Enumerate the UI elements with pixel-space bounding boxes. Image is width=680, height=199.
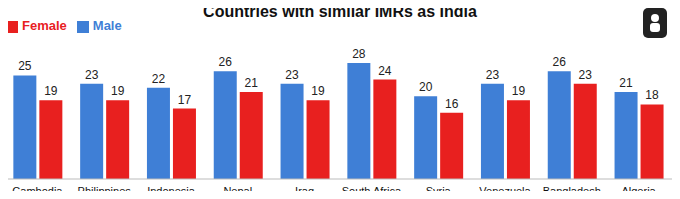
svg-text:21: 21 bbox=[619, 76, 633, 90]
svg-text:21: 21 bbox=[245, 76, 259, 90]
svg-text:25: 25 bbox=[18, 59, 32, 73]
svg-text:28: 28 bbox=[352, 47, 366, 61]
html-text:Male: Male bbox=[92, 18, 122, 33]
html-text:Female: Female bbox=[22, 18, 67, 33]
svg-text:26: 26 bbox=[219, 55, 233, 69]
svg-text:19: 19 bbox=[512, 84, 526, 98]
svg-text:24: 24 bbox=[378, 64, 392, 78]
svg-text:22: 22 bbox=[152, 72, 166, 86]
svg-text:23: 23 bbox=[486, 68, 500, 82]
svg-text:18: 18 bbox=[645, 88, 659, 102]
svg-text:23: 23 bbox=[285, 68, 299, 82]
svg-text:19: 19 bbox=[44, 84, 58, 98]
svg-text:Bangladesh: Bangladesh bbox=[543, 185, 601, 191]
svg-text:23: 23 bbox=[579, 68, 593, 82]
svg-text:Cambodia: Cambodia bbox=[12, 185, 63, 191]
svg-text:19: 19 bbox=[111, 84, 125, 98]
svg-text:Nepal: Nepal bbox=[223, 185, 252, 191]
svg-text:Algeria: Algeria bbox=[621, 185, 656, 191]
svg-text:26: 26 bbox=[553, 55, 567, 69]
html-text:Countries with similar IMRs as: Countries with similar IMRs as India bbox=[203, 3, 477, 20]
svg-text:19: 19 bbox=[311, 84, 325, 98]
svg-text:20: 20 bbox=[419, 80, 433, 94]
svg-text:Philippines: Philippines bbox=[78, 185, 132, 191]
svg-text:17: 17 bbox=[178, 93, 192, 107]
svg-text:23: 23 bbox=[85, 68, 99, 82]
svg-text:Iraq: Iraq bbox=[295, 185, 314, 191]
svg-text:Syria: Syria bbox=[426, 185, 452, 191]
svg-text:Venezuela: Venezuela bbox=[479, 185, 531, 191]
svg-text:16: 16 bbox=[445, 97, 459, 111]
svg-text:Indonesia: Indonesia bbox=[147, 185, 196, 191]
svg-text:South Africa: South Africa bbox=[342, 185, 402, 191]
